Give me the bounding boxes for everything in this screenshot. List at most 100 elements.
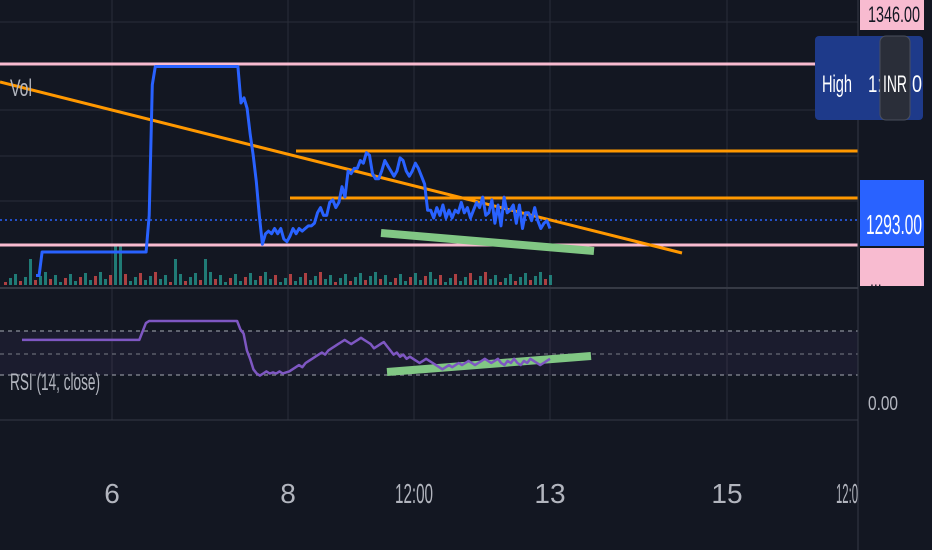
volume-bar (194, 273, 197, 285)
volume-bar (454, 274, 457, 285)
volume-bar (159, 279, 162, 285)
volume-bar (504, 278, 507, 285)
volume-bars (4, 245, 552, 285)
volume-bar (19, 281, 22, 285)
volume-bar (144, 280, 147, 285)
volume-bar (34, 280, 37, 285)
volume-bar (229, 278, 232, 285)
volume-bar (429, 272, 432, 285)
volume-bar (29, 259, 32, 285)
x-tick-label: 12:0 (836, 478, 858, 509)
volume-bar (84, 273, 87, 285)
volume-bar (354, 277, 357, 285)
legend-badge-extra[interactable]: 0 (912, 71, 922, 98)
volume-bar (419, 280, 422, 285)
volume-bar (284, 278, 287, 285)
volume-bar (469, 273, 472, 285)
support-line-price[interactable] (380, 229, 595, 255)
volume-bar (394, 278, 397, 285)
volume-bar (119, 245, 122, 285)
rsi-indicator-label[interactable]: RSI (14, close) (10, 369, 100, 396)
legend-badge-inr-box (879, 35, 911, 121)
volume-bar (109, 275, 112, 285)
volume-bar (389, 282, 392, 285)
x-tick-label: 8 (280, 478, 296, 509)
volume-bar (314, 276, 317, 285)
volume-bar (174, 259, 177, 285)
volume-bar (489, 279, 492, 285)
volume-bar (224, 282, 227, 285)
volume-bar (219, 275, 222, 285)
volume-bar (539, 272, 542, 285)
volume-bar (4, 282, 7, 285)
volume-bar (139, 273, 142, 285)
volume-bar (369, 276, 372, 285)
volume-bar (69, 274, 72, 285)
volume-bar (279, 282, 282, 285)
volume-bar (44, 272, 47, 285)
volume-bar (89, 280, 92, 285)
volume-bar (464, 277, 467, 285)
volume-bar (74, 281, 77, 285)
volume-bar (309, 280, 312, 285)
volume-bar (304, 273, 307, 285)
volume-bar (99, 272, 102, 285)
volume-bar (534, 276, 537, 285)
x-tick-label: 6 (104, 478, 120, 509)
volume-bar (519, 277, 522, 285)
volume-bar (269, 279, 272, 285)
x-tick-label: 13 (534, 478, 565, 509)
x-tick-label: 12:00 (395, 478, 433, 509)
legend-badges: High 1: INR 0 (815, 35, 923, 121)
volume-bar (234, 274, 237, 285)
volume-bar (484, 272, 487, 285)
volume-bar (544, 279, 547, 285)
volume-bar (189, 277, 192, 285)
support-line-rsi[interactable] (386, 352, 592, 376)
volume-bar (514, 281, 517, 285)
x-axis: 6 8 12:00 13 15 12:0 (104, 478, 858, 509)
volume-bar (324, 279, 327, 285)
volume-bar (199, 280, 202, 285)
horizontal-levels (0, 62, 858, 247)
volume-bar (399, 274, 402, 285)
volume-bar (434, 279, 437, 285)
volume-bar (364, 280, 367, 285)
volume-bar (169, 282, 172, 285)
top-price-label: 1346.00 (868, 2, 920, 27)
rsi-series-line (22, 319, 551, 377)
volume-bar (14, 274, 17, 285)
volume-bar (94, 276, 97, 285)
volume-bar (549, 275, 552, 285)
volume-bar (344, 274, 347, 285)
trendline[interactable] (0, 80, 683, 255)
volume-bar (9, 278, 12, 285)
volume-bar (494, 275, 497, 285)
legend-badge-high[interactable]: High (822, 71, 852, 98)
volume-indicator-label[interactable]: Vol (10, 75, 32, 102)
volume-bar (59, 282, 62, 285)
volume-bar (499, 282, 502, 285)
volume-bar (214, 279, 217, 285)
volume-bar (264, 272, 267, 285)
volume-bar (529, 280, 532, 285)
volume-bar (79, 277, 82, 285)
volume-bar (424, 276, 427, 285)
volume-bar (474, 280, 477, 285)
x-tick-label: 15 (711, 478, 742, 509)
volume-bar (164, 275, 167, 285)
volume-bar (409, 277, 412, 285)
volume-bar (149, 276, 152, 285)
volume-bar (244, 277, 247, 285)
volume-bar (524, 273, 527, 285)
volume-bar (459, 281, 462, 285)
volume-bar (374, 272, 377, 285)
top-price-tag (860, 0, 924, 30)
legend-badge-value[interactable]: 1: (868, 71, 882, 98)
bottom-price-tag (860, 248, 924, 286)
volume-bar (334, 282, 337, 285)
legend-badge-currency[interactable]: INR (883, 71, 907, 98)
volume-bar (384, 275, 387, 285)
volume-bar (239, 281, 242, 285)
